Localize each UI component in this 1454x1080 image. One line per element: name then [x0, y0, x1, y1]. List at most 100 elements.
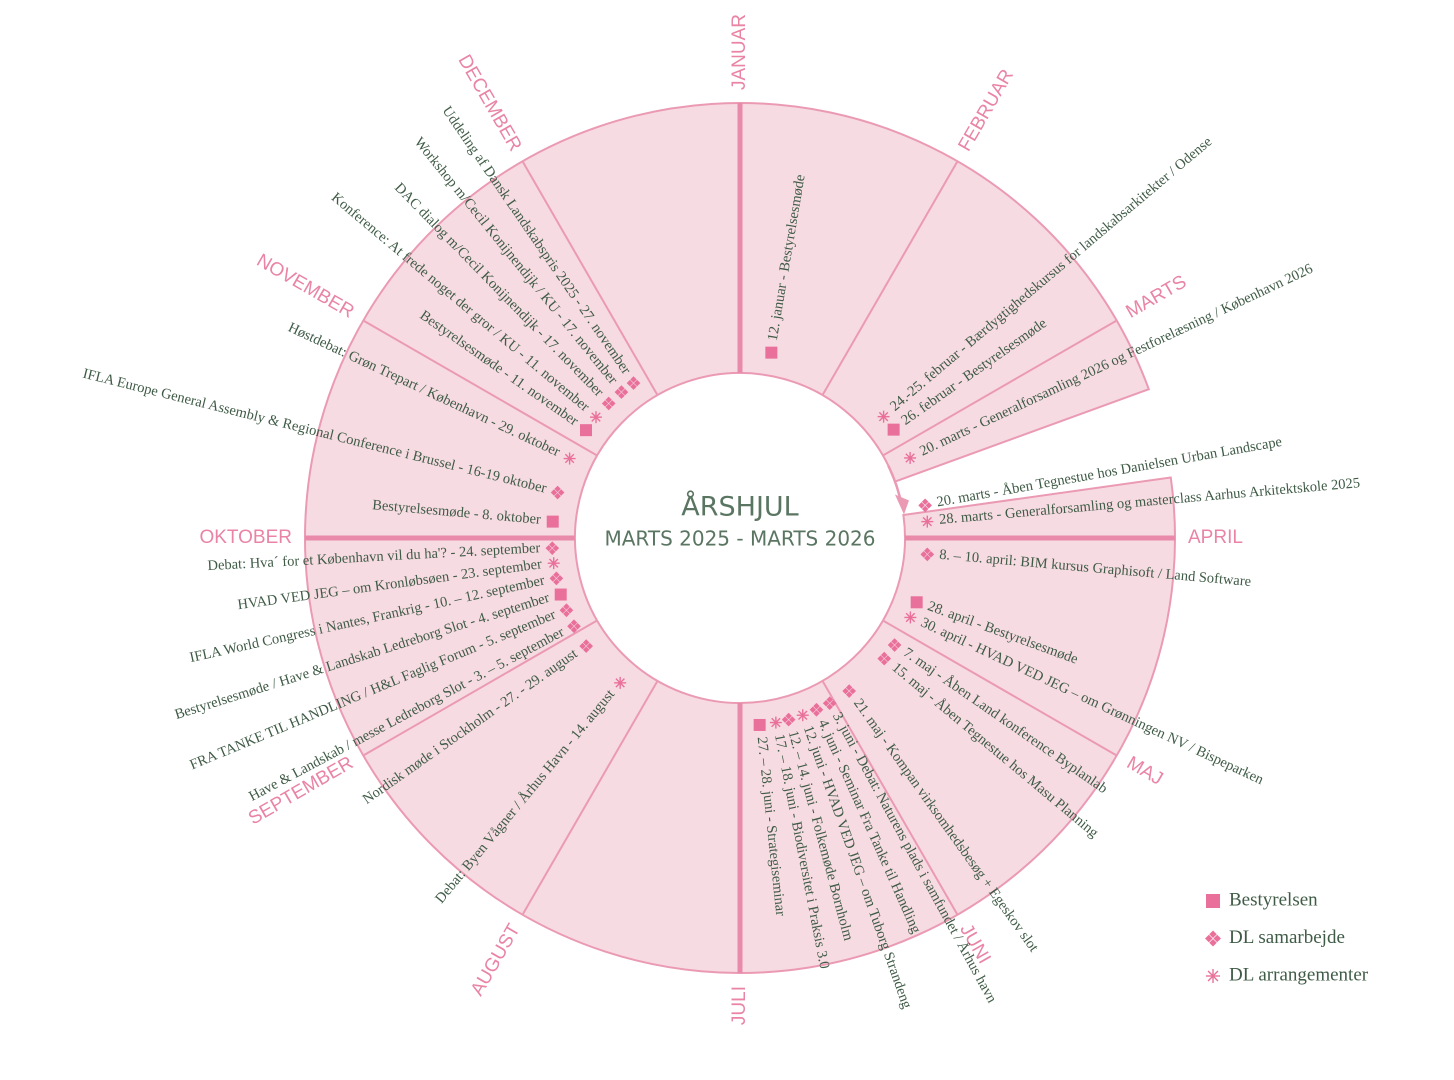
month-divider	[362, 619, 598, 757]
asterisk-icon-part	[922, 516, 933, 527]
diamond-icon-part	[605, 403, 612, 411]
event-marker	[579, 639, 594, 653]
diamond-icon-part	[921, 498, 929, 505]
diamond-icon-part	[881, 658, 888, 666]
square-icon	[579, 424, 592, 437]
diamond-icon-part	[809, 706, 817, 713]
square-icon	[554, 588, 567, 601]
diamond-icon-part	[924, 547, 931, 555]
asterisk-icon-part	[591, 412, 601, 422]
diamond-icon-part	[884, 655, 892, 662]
diamond-icon-part	[559, 607, 567, 614]
event-marker	[554, 588, 567, 601]
event-marker	[567, 619, 581, 634]
asterisk-icon-part	[771, 717, 781, 728]
wheel-subtitle: MARTS 2025 - MARTS 2026	[604, 527, 875, 551]
asterisk-icon-part	[878, 411, 889, 422]
diamond-icon-part	[618, 392, 625, 399]
diamond-icon-part	[630, 376, 637, 383]
diamond-icon-part	[579, 642, 586, 650]
legend-marker	[1206, 969, 1220, 983]
diamond-icon-part	[574, 623, 581, 630]
diamond-icon-part	[1209, 938, 1217, 947]
diamond-icon-part	[545, 544, 552, 552]
month-divider	[521, 680, 659, 916]
diamond-icon-part	[785, 712, 792, 720]
diamond-icon-part	[605, 396, 612, 404]
event-marker	[589, 411, 602, 424]
month-divider	[821, 160, 959, 396]
diamond-icon-part	[789, 716, 796, 723]
event-marker	[559, 603, 574, 618]
month-divider	[362, 319, 598, 457]
square-icon	[546, 515, 559, 528]
asterisk-icon-part	[905, 612, 916, 623]
diamond-icon-part	[556, 575, 564, 582]
diamond-icon-part	[881, 651, 888, 659]
diamond-icon-part	[553, 578, 560, 586]
cycle-arrowhead	[894, 494, 909, 515]
diamond-icon-part	[554, 492, 561, 500]
event-marker	[614, 676, 627, 689]
diamond-icon-part	[894, 641, 902, 649]
square-icon	[910, 596, 923, 609]
diamond-icon-part	[927, 551, 935, 558]
legend-label: DL samarbejde	[1229, 927, 1345, 948]
diamond-icon-part	[781, 716, 789, 723]
diamond-icon-part	[785, 719, 792, 727]
asterisk-icon-part	[1207, 970, 1219, 982]
diamond-icon-part	[921, 505, 929, 513]
ring	[304, 102, 1176, 974]
asterisk-icon-part	[564, 453, 575, 464]
diamond-icon-part	[877, 655, 884, 662]
month-divider	[882, 319, 1118, 457]
month-label: JANUAR	[729, 14, 750, 90]
event-marker	[887, 423, 900, 436]
month-label: MAJ	[1123, 752, 1166, 789]
diamond-icon-part	[1209, 930, 1217, 939]
event-marker	[796, 709, 809, 722]
wheel-title: ÅRSHJUL	[681, 491, 798, 523]
diamond-icon-part	[563, 610, 570, 618]
diamond-icon-part	[582, 639, 590, 646]
event-marker	[546, 515, 559, 528]
diamond-icon-part	[849, 687, 856, 695]
asterisk-icon-part	[548, 558, 559, 568]
event-marker	[910, 596, 923, 609]
diamond-icon-part	[586, 642, 594, 650]
month-label: AUGUST	[467, 920, 525, 999]
diamond-icon-part	[563, 603, 570, 610]
asterisk-icon-part	[798, 710, 808, 720]
diamond-icon-part	[830, 699, 837, 707]
month-divider	[521, 160, 659, 396]
diamond-icon-part	[891, 638, 898, 645]
event-marker	[887, 638, 902, 652]
ring-band	[304, 102, 1176, 974]
legend-marker	[1205, 930, 1221, 947]
month-divider	[882, 619, 1118, 757]
asterisk-icon-part	[615, 678, 625, 688]
diamond-icon-part	[887, 641, 895, 649]
diamond-icon-part	[549, 548, 556, 555]
event-marker	[753, 718, 766, 731]
event-marker	[765, 346, 778, 359]
diamond-icon-part	[826, 703, 833, 711]
asterisk-icon-part	[905, 453, 915, 463]
event-marker	[547, 557, 560, 570]
diamond-icon-part	[582, 646, 590, 653]
diamond-icon-part	[822, 699, 830, 707]
month-divider	[821, 680, 959, 916]
diamond-icon-part	[813, 702, 820, 710]
event-marker	[904, 451, 917, 464]
diamond-icon-part	[549, 575, 557, 582]
event-marker	[563, 452, 576, 465]
event-marker	[809, 702, 824, 717]
diamond-icon-part	[552, 544, 560, 552]
month-label: JULI	[729, 986, 750, 1025]
square-icon	[753, 718, 766, 731]
event-marker	[921, 515, 934, 528]
event-marker	[549, 571, 564, 586]
diamond-icon-part	[826, 696, 833, 703]
diamond-icon-part	[924, 554, 931, 562]
